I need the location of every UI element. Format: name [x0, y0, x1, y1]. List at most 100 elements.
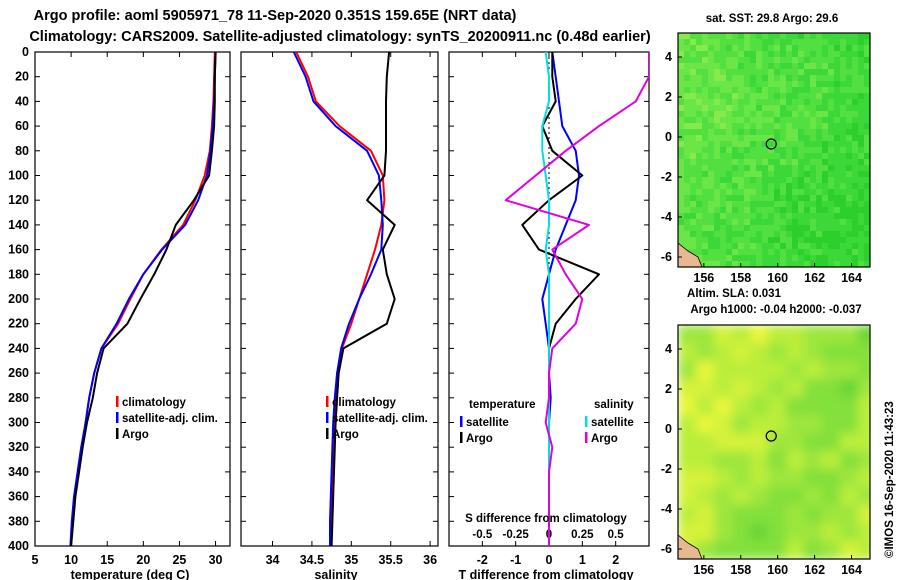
map-cell — [810, 255, 817, 262]
map-cell — [792, 237, 799, 244]
map-cell — [840, 117, 847, 124]
map-cell — [696, 505, 715, 524]
map-cell — [696, 195, 703, 202]
map-lon-label: 162 — [804, 271, 825, 285]
map-cell — [732, 451, 751, 470]
map-cell — [864, 207, 870, 214]
map-cell — [750, 63, 757, 70]
map-cell — [804, 415, 823, 434]
map-cell — [768, 147, 775, 154]
map-cell — [858, 171, 865, 178]
map-cell — [738, 57, 745, 64]
map-cell — [744, 207, 751, 214]
map-cell — [714, 177, 721, 184]
map-cell — [858, 69, 865, 76]
map-cell — [696, 135, 703, 142]
legend-swatch — [116, 412, 119, 423]
map-cell — [684, 63, 691, 70]
map-cell — [810, 135, 817, 142]
map-cell — [840, 93, 847, 100]
map-cell — [744, 105, 751, 112]
map-cell — [828, 225, 835, 232]
imos-timestamp: ©IMOS 16-Sep-2020 11:43:23 — [884, 401, 896, 558]
map-cell — [852, 135, 859, 142]
map-cell — [678, 523, 697, 542]
map-cell — [732, 255, 739, 262]
map-cell — [858, 39, 865, 46]
map-cell — [774, 63, 781, 70]
map-cell — [786, 469, 805, 488]
map-cell — [810, 183, 817, 190]
map-cell — [852, 63, 859, 70]
map-cell — [822, 147, 829, 154]
map-cell — [744, 189, 751, 196]
map-cell — [750, 451, 769, 470]
map-cell — [678, 129, 685, 136]
map-cell — [732, 243, 739, 250]
map-cell — [750, 201, 757, 208]
map-cell — [702, 213, 709, 220]
map-cell — [858, 343, 870, 362]
map-cell — [744, 219, 751, 226]
map-cell — [702, 153, 709, 160]
map-cell — [732, 189, 739, 196]
map-cell — [858, 63, 865, 70]
map-cell — [714, 183, 721, 190]
sla-map-frame — [677, 324, 871, 560]
map-cell — [756, 159, 763, 166]
map-cell — [714, 189, 721, 196]
map-cell — [756, 153, 763, 160]
map-cell — [828, 93, 835, 100]
map-cell — [840, 183, 847, 190]
map-cell — [858, 379, 870, 398]
map-cell — [822, 45, 829, 52]
map-cell — [696, 397, 715, 416]
map-cell — [780, 225, 787, 232]
map-cell — [822, 541, 841, 559]
map-cell — [834, 123, 841, 130]
map-lat-label: 4 — [665, 50, 672, 64]
map-cell — [732, 87, 739, 94]
map-cell — [798, 141, 805, 148]
map-cell — [696, 99, 703, 106]
map-lat-label: 2 — [665, 382, 672, 396]
map-cell — [744, 63, 751, 70]
map-cell — [678, 51, 685, 58]
map-cell — [786, 75, 793, 82]
map-lat-label: -6 — [661, 250, 672, 264]
map-cell — [822, 141, 829, 148]
map-cell — [744, 75, 751, 82]
map-cell — [828, 231, 835, 238]
map-cell — [720, 201, 727, 208]
map-cell — [714, 415, 733, 434]
map-cell — [762, 153, 769, 160]
map-lat-label: -4 — [661, 502, 672, 516]
map-cell — [798, 99, 805, 106]
legend-swatch — [460, 416, 463, 427]
map-cell — [684, 213, 691, 220]
map-cell — [858, 51, 865, 58]
map-cell — [858, 189, 865, 196]
map-cell — [732, 39, 739, 46]
map-cell — [822, 433, 841, 452]
map-cell — [768, 225, 775, 232]
map-cell — [846, 243, 853, 250]
map-cell — [732, 523, 751, 542]
depth-tick-label: 280 — [8, 391, 29, 405]
map-cell — [804, 433, 823, 452]
map-cell — [786, 39, 793, 46]
map-cell — [804, 201, 811, 208]
map-cell — [696, 225, 703, 232]
map-cell — [840, 237, 847, 244]
map-cell — [786, 243, 793, 250]
map-cell — [702, 63, 709, 70]
map-cell — [846, 45, 853, 52]
map-cell — [846, 153, 853, 160]
map-cell — [714, 69, 721, 76]
map-cell — [714, 469, 733, 488]
map-cell — [780, 135, 787, 142]
map-lon-label: 160 — [767, 563, 788, 577]
map-cell — [720, 159, 727, 166]
map-cell — [696, 75, 703, 82]
map-cell — [708, 195, 715, 202]
